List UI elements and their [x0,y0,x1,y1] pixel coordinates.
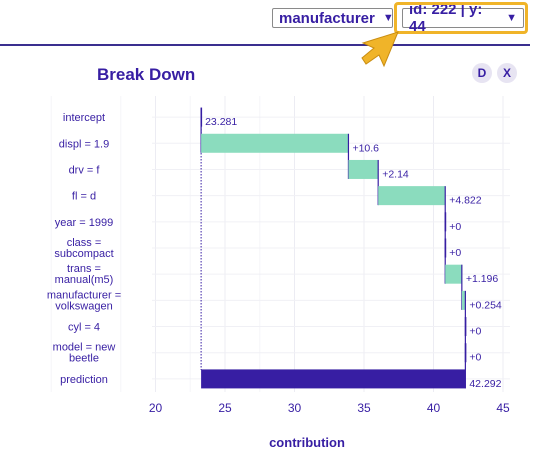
variable-select-value: manufacturer [279,9,375,27]
chart-title: Break Down [97,65,196,84]
category-label-4: year = 1999 [55,217,113,229]
bar-1 [201,133,349,153]
bar-7 [461,290,466,310]
category-label-0: intercept [63,112,105,124]
category-label-9: model = new beetle [53,342,116,365]
tick-label-0: 20 [149,401,163,415]
bar-2 [348,159,379,179]
bar-10 [201,369,466,389]
value-label-8: +0 [469,326,481,338]
tick-label-5: 45 [496,401,510,415]
value-label-10: 42.292 [469,378,501,390]
x-axis-title: contribution [269,435,345,450]
category-label-3: fl = d [72,191,96,203]
variable-select[interactable]: manufacturer ▼ [272,8,394,28]
tick-label-1: 25 [218,401,232,415]
value-label-3: +4.822 [449,195,482,207]
category-label-6: trans = manual(m5) [55,263,114,286]
value-label-6: +1.196 [466,273,499,285]
download-button[interactable]: D [472,63,492,83]
value-label-2: +2.14 [382,168,409,180]
close-button[interactable]: X [497,63,517,83]
value-label-9: +0 [469,352,481,364]
observation-select-value: id: 222 | y: 44 [409,1,483,35]
category-label-8: cyl = 4 [68,322,100,334]
tick-label-3: 35 [357,401,371,415]
bar-3 [378,186,446,206]
pointer-arrow-icon [361,31,399,68]
x-axis: 20 25 30 35 40 45 [149,401,510,415]
bars: 23.281 +10.6 +2.14 +4.822 +0 +0 +1.196 +0.254 +0… [200,107,502,390]
category-label-2: drv = f [69,164,101,176]
category-label-10: prediction [60,374,108,386]
tick-label-2: 30 [288,401,302,415]
category-label-1: displ = 1.9 [59,138,109,150]
tick-label-4: 40 [427,401,441,415]
category-labels: intercept displ = 1.9 drv = f fl = d year = … [47,112,121,386]
value-label-5: +0 [449,247,461,259]
category-label-7: manufacturer = volkswagen [47,289,121,312]
value-label-1: +10.6 [352,142,379,154]
value-label-0: 23.281 [205,116,237,128]
highlight-box [394,2,528,34]
category-label-5: class = subcompact [54,237,113,260]
header-divider [0,44,530,46]
caret-down-icon: ▼ [506,12,517,24]
bar-6 [445,264,462,284]
caret-down-icon: ▼ [382,12,394,24]
observation-select[interactable]: id: 222 | y: 44 ▼ [402,1,524,35]
value-label-4: +0 [449,221,461,233]
value-label-7: +0.254 [469,299,502,311]
